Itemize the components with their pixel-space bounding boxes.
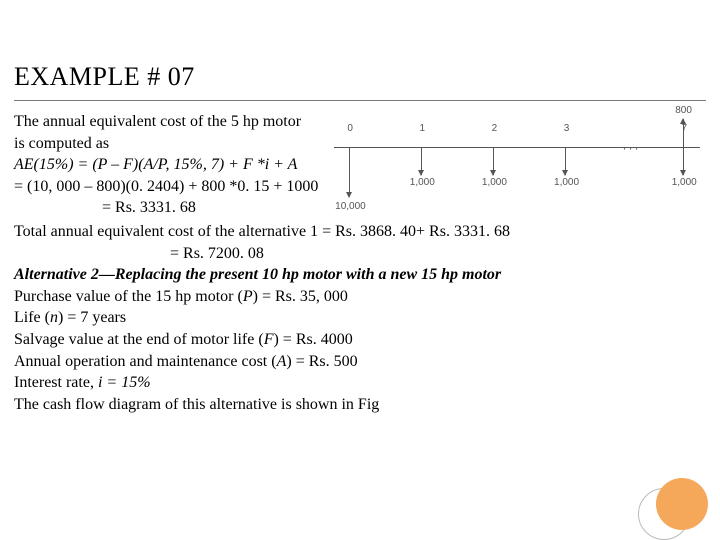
line-7: = Rs. 7200. 08 [14, 243, 706, 265]
annual-label: 1,000 [667, 177, 701, 188]
line-14: The cash flow diagram of this alternativ… [14, 394, 706, 416]
annual-label: 1,000 [550, 177, 584, 188]
line-1: The annual equivalent cost of the 5 hp m… [14, 111, 318, 133]
line-10: Life (n) = 7 years [14, 307, 706, 329]
annual-arrow [421, 147, 422, 175]
p-label: 10,000 [335, 201, 366, 212]
annual-arrow [493, 147, 494, 175]
salvage-label: 800 [675, 105, 692, 116]
body-block: Total annual equivalent cost of the alte… [14, 221, 706, 415]
annual-arrow [683, 147, 684, 175]
period-label: 7 [675, 123, 693, 134]
line-9: Purchase value of the 15 hp motor (P) = … [14, 286, 706, 308]
annual-label: 1,000 [405, 177, 439, 188]
line-2: is computed as [14, 133, 318, 155]
period-label: 3 [558, 123, 576, 134]
line-4: = (10, 000 – 800)(0. 2404) + 800 *0. 15 … [14, 176, 318, 198]
annual-label: 1,000 [477, 177, 511, 188]
annual-arrow [565, 147, 566, 175]
line-5: = Rs. 3331. 68 [14, 197, 318, 219]
line-8: Alternative 2—Replacing the present 10 h… [14, 264, 706, 286]
slide-title: EXAMPLE # 07 [14, 12, 706, 101]
diagram-axis [334, 147, 700, 148]
line-12: Annual operation and maintenance cost (A… [14, 351, 706, 373]
cashflow-diagram: 011,00021,00031,00071,000 10,000 800 ··· [326, 111, 706, 221]
intro-block: The annual equivalent cost of the 5 hp m… [14, 111, 318, 221]
salvage-arrow [683, 119, 684, 147]
period-label: 0 [341, 123, 359, 134]
line-13: Interest rate, i = 15% [14, 372, 706, 394]
line-11: Salvage value at the end of motor life (… [14, 329, 706, 351]
p-arrow [349, 147, 350, 197]
line-3: AE(15%) = (P – F)(A/P, 15%, 7) + F *i + … [14, 154, 318, 176]
period-label: 2 [485, 123, 503, 134]
diagram-ellipsis: ··· [622, 141, 640, 155]
period-label: 1 [413, 123, 431, 134]
line-6: Total annual equivalent cost of the alte… [14, 221, 706, 243]
